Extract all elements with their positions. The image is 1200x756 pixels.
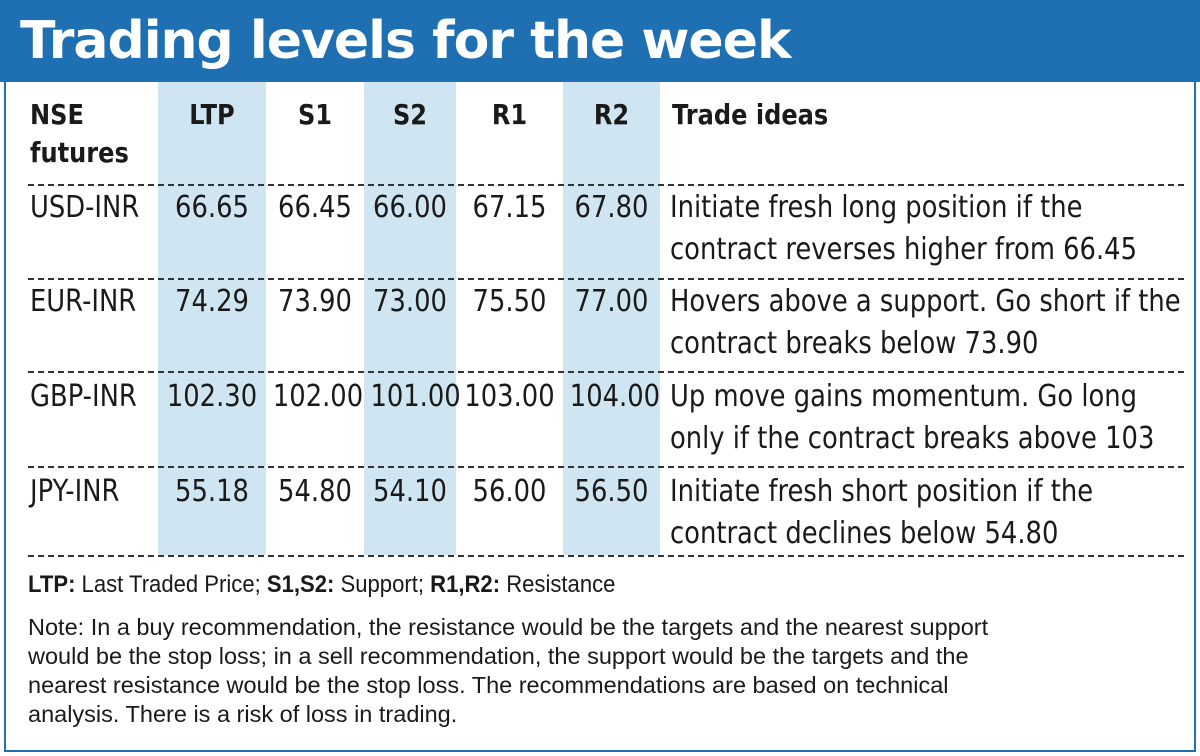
future-name: EUR-INR (30, 284, 137, 319)
r2-value: 56.50 (574, 474, 649, 509)
legend-support-text: Support; (334, 571, 431, 598)
title-bar: Trading levels for the week (0, 0, 1200, 82)
r1-value: 75.50 (472, 284, 547, 319)
row-divider (28, 466, 1184, 468)
r1-value: 67.15 (472, 190, 547, 225)
header-trade-ideas: Trade ideas (672, 98, 829, 131)
trade-idea-line: contract breaks below 73.90 (670, 326, 1039, 361)
header-futures-line1: NSE (30, 98, 84, 131)
legend-resistance-key: R1,R2: (430, 571, 501, 598)
legend-ltp-text: Last Traded Price; (75, 571, 267, 598)
trade-idea-line: Initiate fresh long position if the (670, 190, 1083, 225)
row-divider (28, 278, 1184, 280)
r2-value: 104.00 (569, 379, 661, 414)
s1-value: 66.45 (278, 190, 352, 225)
header-s1: S1 (297, 98, 333, 131)
trade-idea-line: Hovers above a support. Go short if the (670, 284, 1181, 319)
r2-value: 67.80 (574, 190, 649, 225)
row-divider (28, 371, 1184, 373)
note-line: would be the stop loss; in a sell recomm… (28, 643, 969, 669)
s1-value: 54.80 (278, 474, 352, 509)
s2-column-shade (364, 82, 456, 555)
r2-value: 77.00 (574, 284, 649, 319)
ltp-value: 102.30 (166, 379, 258, 414)
note-line: nearest resistance would be the stop los… (28, 672, 949, 698)
s1-value: 102.00 (272, 379, 364, 414)
trade-idea-line: contract declines below 54.80 (670, 516, 1059, 551)
row-divider (28, 555, 1184, 557)
row-divider (28, 184, 1184, 186)
trade-idea-line: Initiate fresh short position if the (670, 474, 1094, 509)
ltp-value: 74.29 (175, 284, 249, 319)
page-title: Trading levels for the week (20, 11, 792, 71)
header-futures-line2: futures (30, 136, 129, 169)
note-line: analysis. There is a risk of loss in tra… (28, 701, 458, 727)
s1-value: 73.90 (278, 284, 352, 319)
s2-value: 101.00 (370, 379, 461, 414)
header-r1: R1 (491, 98, 528, 131)
header-r2: R2 (593, 98, 630, 131)
header-s2: S2 (392, 98, 428, 131)
s2-value: 66.00 (373, 190, 447, 225)
legend-ltp-key: LTP: (28, 571, 76, 598)
ltp-value: 66.65 (175, 190, 249, 225)
trade-idea-line: only if the contract breaks above 103 (670, 421, 1155, 456)
legend: LTP: Last Traded Price; S1,S2: Support; … (28, 568, 1086, 602)
table-frame (4, 82, 1196, 752)
future-name: USD-INR (30, 190, 140, 225)
ltp-column-shade (158, 82, 266, 555)
ltp-value: 55.18 (175, 474, 249, 509)
s2-value: 54.10 (373, 474, 447, 509)
disclaimer-note: Note: In a buy recommendation, the resis… (28, 613, 1188, 729)
future-name: JPY-INR (30, 474, 120, 509)
trade-idea-line: Up move gains momentum. Go long (670, 379, 1138, 414)
header-ltp: LTP (189, 98, 235, 131)
legend-support-key: S1,S2: (266, 571, 335, 598)
note-line: Note: In a buy recommendation, the resis… (28, 614, 989, 640)
future-name: GBP-INR (30, 379, 137, 414)
r1-value: 56.00 (472, 474, 547, 509)
trade-idea-line: contract reverses higher from 66.45 (670, 232, 1138, 267)
s2-value: 73.00 (373, 284, 447, 319)
legend-resistance-text: Resistance (500, 571, 616, 598)
r2-column-shade (563, 82, 660, 555)
r1-value: 103.00 (464, 379, 555, 414)
